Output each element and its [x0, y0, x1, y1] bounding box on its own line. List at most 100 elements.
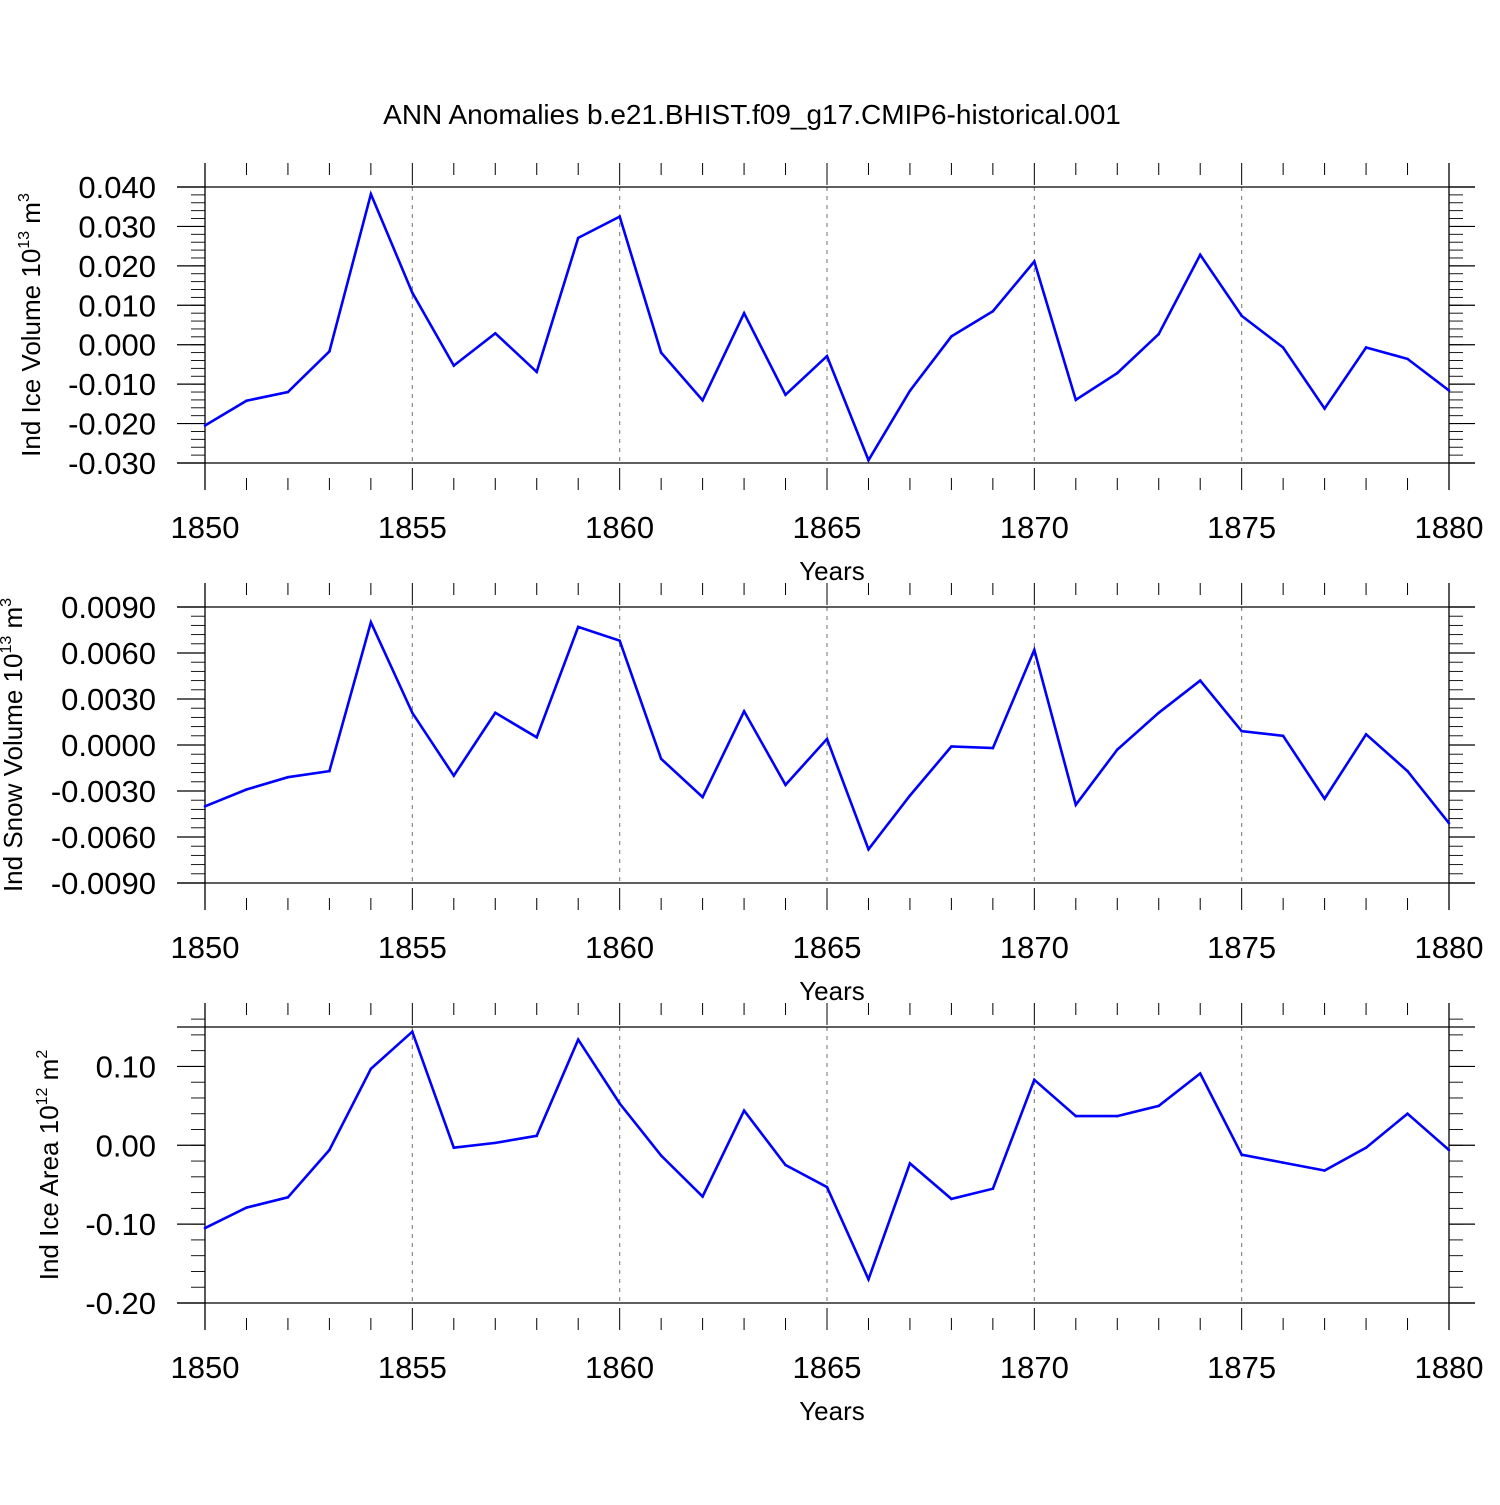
data-point [1447, 389, 1451, 392]
x-tick-label: 1865 [793, 930, 862, 965]
data-point [493, 1141, 497, 1145]
data-point [742, 709, 746, 713]
y-tick-label: -0.20 [85, 1286, 156, 1321]
y-tick-label: 0.020 [78, 249, 156, 284]
y-tick-label: 0.0000 [61, 728, 156, 763]
data-point [203, 805, 207, 808]
data-point [1323, 797, 1326, 800]
y-tick-label: 0.040 [78, 170, 156, 205]
x-tick-label: 1870 [1000, 510, 1069, 545]
data-point [867, 1278, 870, 1281]
x-tick-label: 1855 [378, 930, 447, 965]
y-axis-title-unit: m [34, 1059, 64, 1088]
y-axis-title-main: Ind Ice Area 10 [34, 1105, 64, 1280]
y-axis-title-main: Ind Ice Volume 10 [16, 249, 46, 457]
y-tick-label: 0.0060 [61, 636, 156, 671]
data-point [825, 354, 829, 358]
x-tick-label: 1870 [1000, 930, 1069, 965]
data-point [825, 1185, 829, 1189]
data-point [245, 1206, 248, 1209]
panel-3: -0.20 -0.10 0.00 0.10 1850 1855 1860 1865 1870 18… [34, 1003, 1483, 1426]
data-point [1198, 1072, 1202, 1075]
x-tick-label: 1860 [585, 1350, 654, 1385]
data-point [286, 775, 290, 779]
data-point [1364, 732, 1368, 736]
y-axis-title-main: Ind Snow Volume 10 [0, 654, 28, 893]
data-point [1240, 314, 1243, 318]
data-point [452, 774, 456, 777]
data-point [701, 399, 704, 402]
x-tick-label: 1855 [378, 1350, 447, 1385]
data-point [328, 769, 331, 773]
x-tick-label: 1860 [585, 510, 654, 545]
data-point [1115, 748, 1119, 751]
data-point [908, 794, 912, 797]
data-point [991, 746, 995, 750]
data-point [1447, 821, 1451, 825]
data-point [991, 309, 995, 313]
x-tick-label: 1850 [171, 930, 240, 965]
data-point [991, 1187, 995, 1190]
x-tick-label: 1875 [1207, 930, 1276, 965]
data-point [1447, 1148, 1451, 1152]
data-point [1157, 1104, 1161, 1108]
data-point [452, 364, 456, 367]
x-axis-title: Years [799, 556, 865, 586]
data-point [950, 335, 953, 338]
y-axis-title-unit-exponent: 3 [16, 193, 33, 202]
data-point [1240, 729, 1243, 733]
data-point [1033, 1078, 1036, 1082]
y-axis-title-unit: m [16, 202, 46, 231]
data-point [203, 1226, 207, 1230]
data-point [203, 424, 207, 427]
data-point [784, 1163, 787, 1167]
x-tick-label: 1880 [1415, 510, 1484, 545]
y-tick-label: -0.0030 [51, 774, 156, 809]
data-point [784, 393, 787, 397]
data-point [618, 1102, 621, 1105]
y-axis-title-unit-exponent: 2 [34, 1050, 51, 1059]
data-point [701, 1195, 704, 1198]
data-point [369, 1067, 373, 1071]
data-point [535, 370, 539, 374]
data-point [576, 1038, 580, 1041]
data-point [1115, 371, 1119, 375]
data-point [618, 215, 621, 218]
data-point [825, 737, 829, 741]
data-point [659, 351, 663, 354]
data-point [701, 795, 704, 799]
data-point [1157, 332, 1161, 336]
data-point [1364, 1146, 1368, 1149]
x-tick-label: 1855 [378, 510, 447, 545]
data-point [1115, 1114, 1119, 1118]
chart-title: ANN Anomalies b.e21.BHIST.f09_g17.CMIP6-… [383, 99, 1121, 130]
x-tick-label: 1850 [171, 510, 240, 545]
x-tick-label: 1875 [1207, 1350, 1276, 1385]
data-point [1281, 734, 1285, 738]
y-tick-label: -0.030 [68, 446, 156, 481]
data-point [245, 399, 248, 403]
y-axis-title-exponent: 12 [34, 1087, 51, 1105]
x-tick-label: 1870 [1000, 1350, 1069, 1385]
data-point [1198, 679, 1202, 682]
data-point [535, 736, 539, 739]
x-tick-label: 1850 [171, 1350, 240, 1385]
y-axis-title-exponent: 13 [16, 231, 33, 249]
data-point [618, 639, 621, 643]
data-point [1074, 398, 1078, 402]
data-point [1281, 1161, 1285, 1164]
data-point [950, 745, 953, 748]
y-tick-label: 0.00 [96, 1128, 156, 1163]
x-tick-label: 1880 [1415, 1350, 1484, 1385]
data-point [286, 390, 290, 394]
data-point [493, 711, 497, 715]
y-tick-label: 0.10 [96, 1049, 156, 1084]
data-point [576, 625, 580, 629]
data-point [867, 847, 870, 851]
y-axis-title-unit: m [0, 607, 28, 636]
data-point [1323, 1169, 1326, 1172]
y-tick-label: 0.000 [78, 328, 156, 363]
y-axis-title-unit-exponent: 3 [0, 598, 15, 607]
